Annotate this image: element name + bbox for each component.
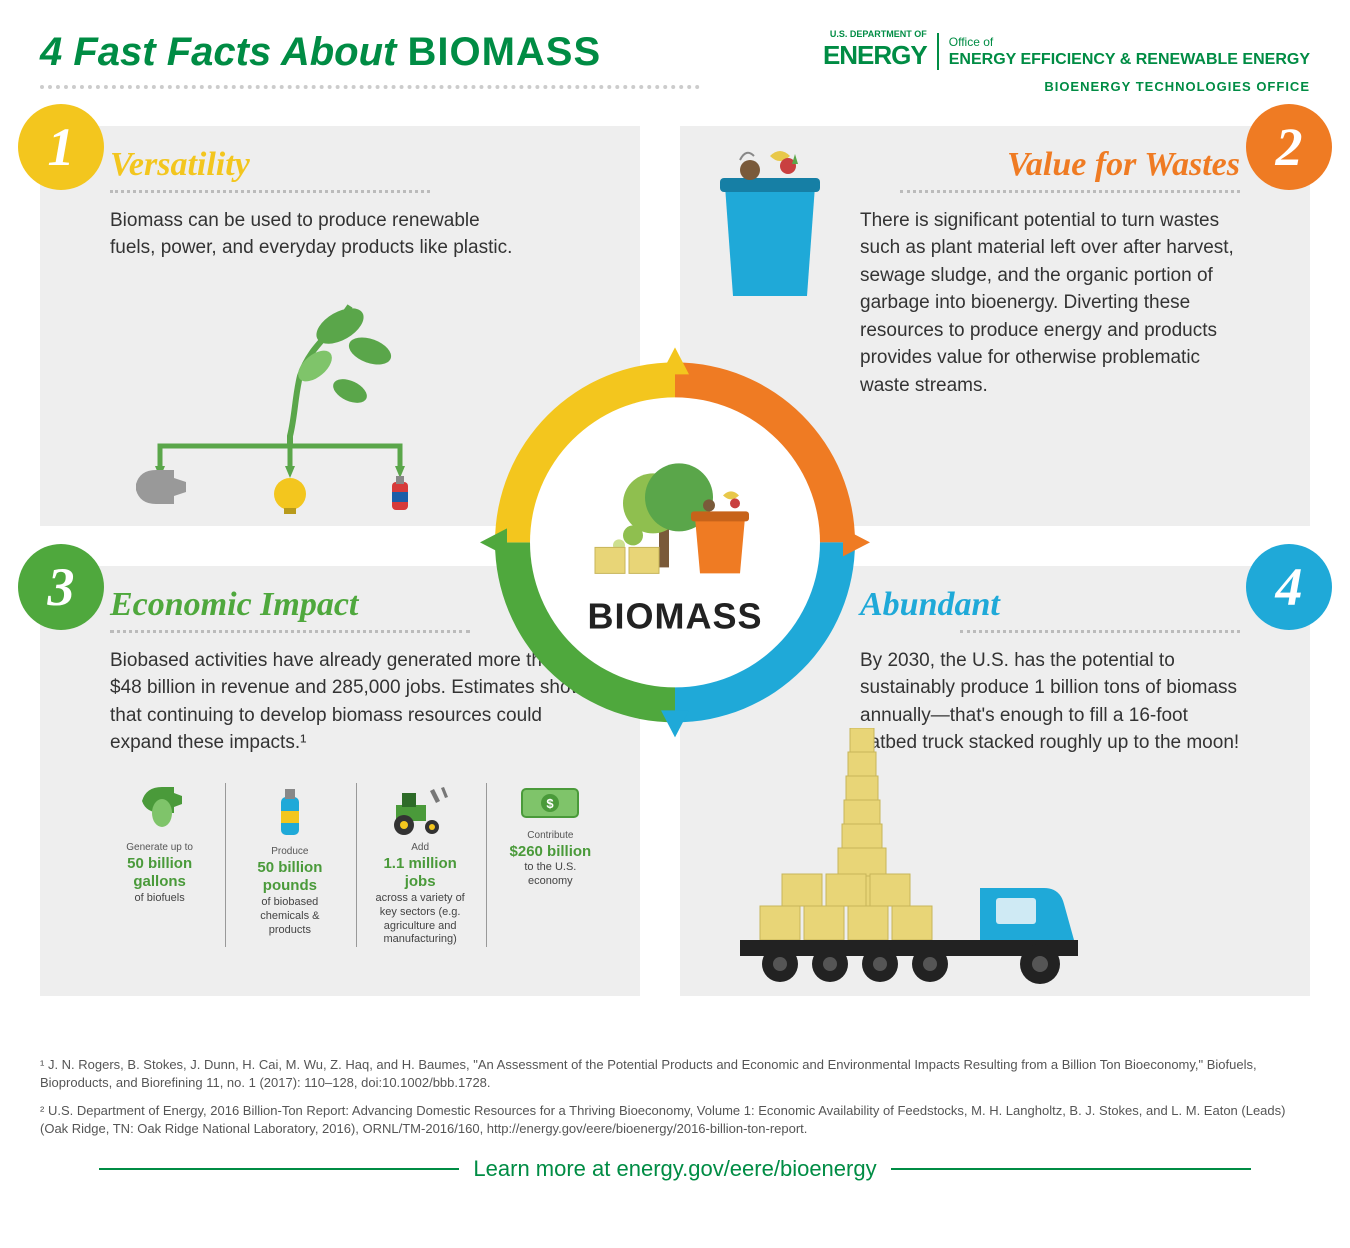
title-biomass: BIOMASS bbox=[407, 30, 601, 74]
footnote-1: ¹ J. N. Rogers, B. Stokes, J. Dunn, H. C… bbox=[40, 1056, 1310, 1092]
logo-block: U.S. DEPARTMENT OF ENERGY Office of ENER… bbox=[823, 30, 1310, 96]
panel-dotrule bbox=[110, 630, 470, 633]
eere-pretext: Office of bbox=[949, 35, 993, 49]
divider-left bbox=[99, 1168, 459, 1170]
econ-item-biobased: Produce50 billion poundsof biobased chem… bbox=[225, 783, 339, 947]
eere-logo-text: Office of ENERGY EFFICIENCY & RENEWABLE … bbox=[937, 33, 1310, 70]
panel-heading: Value for Wastes bbox=[860, 146, 1240, 184]
title-underline-dots bbox=[40, 85, 700, 89]
footnote-2: ² U.S. Department of Energy, 2016 Billio… bbox=[40, 1102, 1310, 1138]
center-biomass-ring: BIOMASS bbox=[465, 332, 885, 752]
panel-heading: Abundant bbox=[860, 586, 1240, 624]
dollar-bill-icon: $ bbox=[520, 783, 580, 823]
eere-name: ENERGY EFFICIENCY & RENEWABLE ENERGY bbox=[949, 51, 1310, 68]
center-inner: BIOMASS bbox=[530, 397, 820, 687]
econ-item-jobs: Add1.1 million jobsacross a variety of k… bbox=[356, 783, 470, 947]
header: 4 Fast Facts About BIOMASS U.S. DEPARTME… bbox=[40, 30, 1310, 96]
doe-pretext: U.S. DEPARTMENT OF bbox=[823, 30, 927, 39]
biomass-center-illustration bbox=[575, 447, 775, 587]
bto-text: BIOENERGY TECHNOLOGIES OFFICE bbox=[823, 79, 1310, 96]
badge-3: 3 bbox=[18, 544, 104, 630]
panel-dotrule bbox=[900, 190, 1240, 193]
infographic-grid: 1 Versatility Biomass can be used to pro… bbox=[40, 126, 1310, 1026]
bottle-icon bbox=[273, 783, 307, 839]
panel-body: There is significant potential to turn w… bbox=[860, 207, 1240, 400]
panel-body: Biomass can be used to produce renewable… bbox=[110, 207, 520, 262]
waste-bin-icon bbox=[700, 136, 840, 306]
badge-1: 1 bbox=[18, 104, 104, 190]
badge-2: 2 bbox=[1246, 104, 1332, 190]
plant-products-icon bbox=[100, 296, 460, 516]
economic-subicons-row: Generate up to50 billion gallonsof biofu… bbox=[110, 783, 600, 947]
badge-4: 4 bbox=[1246, 544, 1332, 630]
econ-item-biofuels: Generate up to50 billion gallonsof biofu… bbox=[110, 783, 209, 947]
center-label: BIOMASS bbox=[587, 595, 762, 637]
panel-dotrule bbox=[110, 190, 430, 193]
svg-text:$: $ bbox=[547, 796, 555, 811]
econ-item-economy: $ Contribute$260 billionto the U.S. econ… bbox=[486, 783, 600, 947]
title-prefix: 4 Fast Facts About bbox=[40, 30, 407, 74]
divider-right bbox=[891, 1168, 1251, 1170]
title-block: 4 Fast Facts About BIOMASS bbox=[40, 30, 700, 89]
truck-stack-icon bbox=[700, 728, 1140, 988]
learn-more-row: Learn more at energy.gov/eere/bioenergy bbox=[40, 1156, 1310, 1182]
doe-logo-text: ENERGY bbox=[823, 39, 927, 73]
fuel-pump-icon bbox=[134, 783, 186, 835]
learn-more-text: Learn more at energy.gov/eere/bioenergy bbox=[473, 1156, 876, 1182]
footnotes: ¹ J. N. Rogers, B. Stokes, J. Dunn, H. C… bbox=[40, 1056, 1310, 1139]
tractor-tools-icon bbox=[388, 783, 452, 835]
panel-heading: Versatility bbox=[110, 146, 520, 184]
panel-dotrule bbox=[960, 630, 1240, 633]
page-title: 4 Fast Facts About BIOMASS bbox=[40, 30, 700, 75]
